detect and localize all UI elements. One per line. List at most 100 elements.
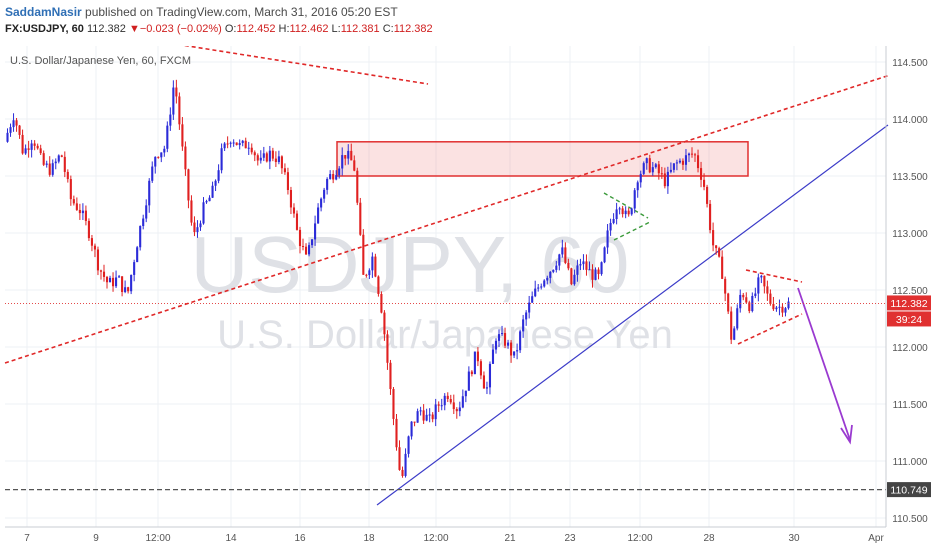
candle-body (93, 245, 97, 250)
candle-body (33, 143, 36, 146)
candle-body (739, 294, 742, 309)
time-axis[interactable]: 7 9 12:00 14 16 18 12:00 21 23 12:00 28 30 Apr (24, 533, 884, 544)
flag-upper-line[interactable] (603, 192, 649, 219)
candle-body (552, 269, 555, 272)
candle-body (416, 411, 419, 423)
ticker-watermark: USDJPY, 60 (191, 220, 630, 309)
candle-body (208, 197, 211, 202)
forecast-arrow[interactable] (797, 287, 851, 441)
candle-body (778, 306, 781, 308)
candle-body (540, 286, 543, 288)
candle-body (356, 170, 359, 203)
candle-body (190, 200, 193, 223)
price-change: −0.023 (−0.02%) (139, 23, 222, 35)
candle-body (567, 262, 570, 269)
blue-support-trendline[interactable] (376, 124, 889, 506)
candle-body (419, 410, 422, 412)
candle-body (458, 407, 461, 412)
trend-drawings[interactable] (4, 46, 891, 506)
candle-body (781, 306, 784, 313)
candle-body (57, 155, 60, 162)
candle-body (401, 469, 404, 476)
candle-body (473, 351, 476, 375)
candle-body (703, 179, 706, 187)
candle-body (274, 158, 277, 163)
candle-body (437, 404, 440, 406)
candle-body (283, 168, 286, 173)
candle-body (787, 301, 790, 309)
candle-body (648, 158, 651, 173)
candle-body (395, 418, 398, 448)
candle-body (102, 271, 106, 277)
candle-body (48, 163, 51, 175)
candle-body (519, 331, 522, 351)
candle-body (615, 209, 618, 220)
candle-body (440, 405, 443, 407)
time-tick-label: 21 (504, 533, 516, 544)
candle-body (304, 246, 308, 255)
candle-body (696, 155, 700, 169)
candle-body (380, 293, 383, 313)
candle-body (127, 287, 130, 292)
candle-body (760, 275, 763, 278)
support-price-badge (887, 482, 931, 498)
candle-body (211, 185, 214, 198)
price-tick-label: 114.500 (892, 58, 928, 69)
candle-body (6, 132, 9, 142)
candle-body (232, 142, 235, 144)
candle-body (220, 148, 223, 171)
candle-body (706, 186, 709, 204)
candle-body (570, 268, 573, 285)
candle-body (660, 173, 663, 175)
candle-body (63, 156, 66, 172)
candle-body (579, 264, 582, 266)
price-axis[interactable]: 110.500 111.000 111.500 112.000 112.500 113.0… (892, 58, 928, 525)
price-tick-label: 113.500 (892, 172, 928, 183)
candle-body (724, 278, 727, 294)
symbol-label: FX:USDJPY, 60 (5, 23, 84, 35)
candle-body (202, 202, 205, 224)
candle-body (196, 227, 199, 233)
candle-body (241, 140, 244, 144)
candle-body (51, 163, 54, 175)
open-value: 112.452 (236, 23, 276, 35)
candle-body (350, 150, 353, 161)
candle-body (672, 163, 675, 170)
candle-body (238, 143, 241, 146)
triangle-upper-line[interactable] (745, 269, 803, 283)
time-tick-label: 18 (363, 533, 375, 544)
candle-body (374, 256, 377, 277)
chart-header: SaddamNasir published on TradingView.com… (0, 0, 932, 46)
quote-line: FX:USDJPY, 60 112.382 ▼−0.023 (−0.02%) O… (5, 23, 433, 35)
candle-body (169, 114, 172, 126)
open-label: O: (224, 23, 237, 35)
candle-body (555, 265, 558, 270)
price-tick-label: 111.500 (893, 400, 928, 411)
candle-body (133, 262, 136, 275)
candle-body (286, 172, 289, 190)
candle-body (654, 164, 657, 168)
triangle-lower-line[interactable] (737, 313, 803, 345)
candle-body (151, 166, 154, 181)
candle-body (145, 205, 148, 219)
candle-body (250, 147, 253, 153)
candle-body (606, 230, 609, 248)
candle-body (428, 414, 431, 416)
candle-body (603, 247, 606, 263)
candle-body (175, 87, 178, 97)
candle-body (543, 280, 546, 287)
candle-body (712, 230, 715, 246)
time-tick-label: 30 (788, 533, 800, 544)
time-tick-label: 7 (24, 533, 30, 544)
time-tick-label: 16 (294, 533, 306, 544)
rising-dashed-trendline[interactable] (4, 74, 891, 364)
candle-body (534, 288, 537, 297)
candle-body (66, 171, 69, 180)
author-link[interactable]: SaddamNasir (5, 5, 82, 19)
price-chart[interactable]: USDJPY, 60 U.S. Dollar/Japanese Yen U.S.… (0, 46, 932, 550)
price-tick-label: 112.500 (892, 286, 928, 297)
candle-body (775, 307, 778, 310)
price-tick-label: 112.000 (892, 343, 928, 354)
candle-body (721, 256, 724, 279)
candle-body (256, 155, 259, 161)
